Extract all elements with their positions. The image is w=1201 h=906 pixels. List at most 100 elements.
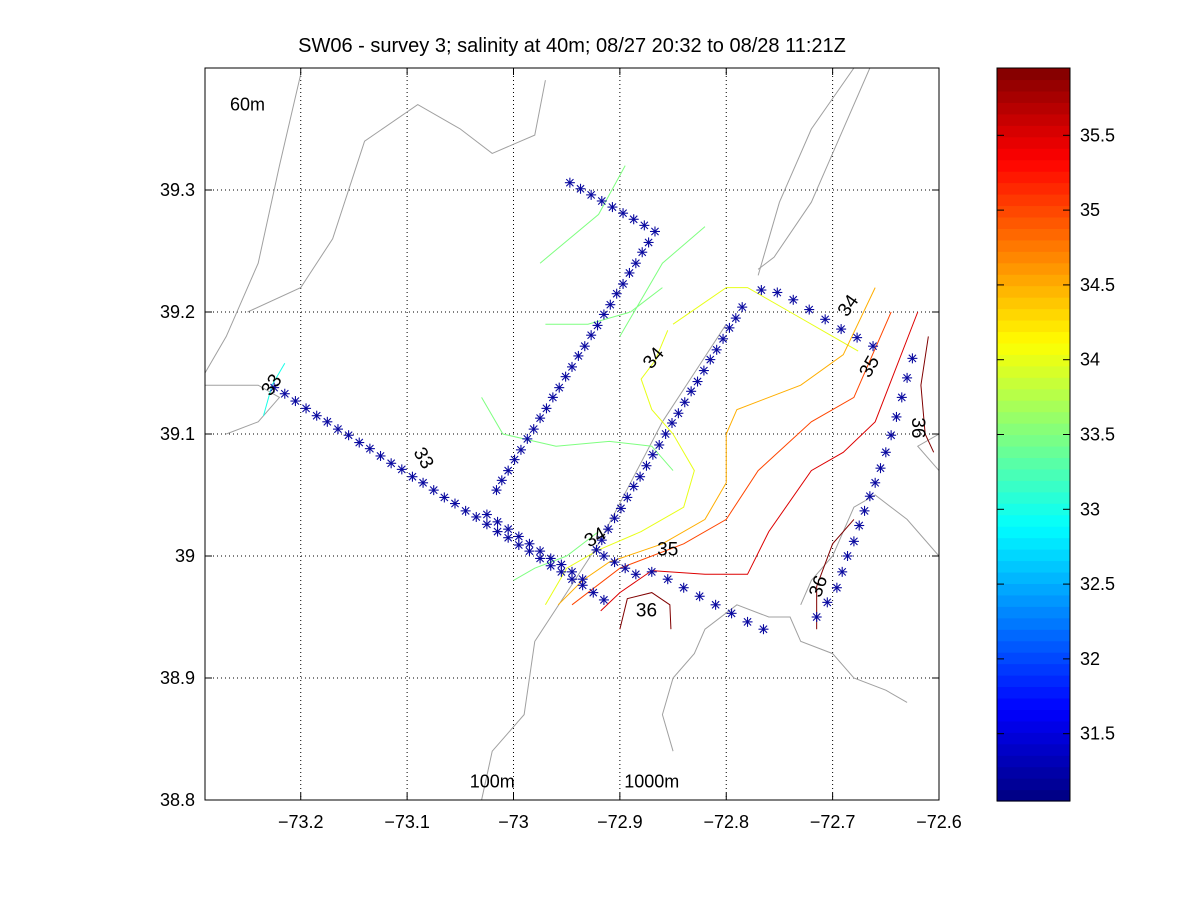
station-marker — [541, 403, 552, 414]
station-markers — [269, 177, 918, 635]
station-marker — [831, 582, 842, 593]
station-marker — [864, 491, 875, 502]
contour-label: 35 — [657, 539, 678, 560]
salinity-contour-line — [557, 287, 876, 606]
station-marker — [586, 189, 597, 200]
station-marker — [290, 396, 301, 407]
colorbar-swatch — [997, 377, 1070, 390]
colorbar-swatch — [997, 228, 1070, 241]
salinity-contour-line — [619, 226, 706, 337]
colorbar-swatch — [997, 434, 1070, 447]
salinity-contour-line — [600, 311, 919, 612]
colorbar-swatch — [997, 297, 1070, 310]
station-marker — [630, 258, 641, 269]
colorbar-swatch — [997, 239, 1070, 252]
colorbar-swatch — [997, 537, 1070, 550]
station-marker — [573, 350, 584, 361]
colorbar-swatch — [997, 675, 1070, 688]
station-marker — [643, 237, 654, 248]
station-marker — [711, 344, 722, 355]
station-marker — [503, 465, 514, 476]
station-marker — [354, 437, 365, 448]
isobath-line — [800, 494, 939, 605]
salinity-contours — [263, 165, 935, 630]
salinity-contour-line — [545, 287, 663, 325]
salinity-contour-line — [920, 336, 935, 453]
colorbar-swatch — [997, 503, 1070, 516]
x-tick-label: −72.6 — [916, 812, 962, 832]
station-marker — [609, 557, 620, 568]
station-marker — [686, 386, 697, 397]
colorbar-tick-label: 31.5 — [1080, 724, 1115, 744]
station-marker — [637, 247, 648, 258]
colorbar-swatch — [997, 755, 1070, 768]
colorbar-swatch — [997, 789, 1070, 802]
station-marker — [343, 430, 354, 441]
station-marker — [503, 524, 514, 535]
station-marker — [756, 285, 767, 296]
station-marker — [804, 304, 815, 315]
station-marker — [492, 516, 503, 527]
salinity-contour-line — [816, 519, 855, 630]
colorbar-swatch — [997, 526, 1070, 539]
station-marker — [891, 411, 902, 422]
y-tick-label: 38.8 — [160, 790, 195, 810]
station-marker — [496, 475, 507, 486]
station-marker — [503, 532, 514, 543]
colorbar-swatch — [997, 342, 1070, 355]
y-axis-ticks: 38.8 38.9 39 39.1 39.2 39.3 — [160, 180, 939, 810]
station-marker — [301, 403, 312, 414]
station-marker — [615, 503, 626, 514]
station-marker — [386, 458, 397, 469]
station-marker — [528, 424, 539, 435]
station-marker — [836, 324, 847, 335]
colorbar-swatch — [997, 663, 1070, 676]
station-marker — [705, 354, 716, 365]
colorbar-swatch — [997, 411, 1070, 424]
colorbar-tick-label: 32.5 — [1080, 574, 1115, 594]
colorbar-swatch — [997, 193, 1070, 207]
station-marker — [428, 485, 439, 496]
station-marker — [618, 208, 629, 219]
station-marker — [859, 505, 870, 516]
colorbar-swatch — [997, 68, 1070, 81]
colorbar-tick-label: 35.5 — [1080, 125, 1115, 145]
station-marker — [586, 330, 597, 341]
station-marker — [737, 302, 748, 313]
contour-label: 36 — [907, 417, 928, 438]
station-marker — [322, 416, 333, 427]
station-marker — [852, 332, 863, 343]
station-marker — [772, 287, 783, 298]
station-marker — [620, 563, 631, 574]
station-marker — [660, 429, 671, 439]
station-marker — [575, 183, 586, 194]
colorbar-swatch — [997, 216, 1070, 229]
colorbar-swatch — [997, 491, 1070, 504]
y-tick-label: 39 — [175, 546, 195, 566]
station-marker — [870, 477, 881, 488]
station-marker — [811, 612, 822, 622]
colorbar-swatch — [997, 617, 1070, 630]
isobath-line — [661, 604, 908, 752]
colorbar-swatch — [997, 560, 1070, 573]
colorbar-swatch — [997, 606, 1070, 619]
station-marker — [630, 569, 641, 580]
colorbar-swatch — [997, 549, 1070, 562]
station-marker — [567, 566, 577, 577]
colorbar-swatch — [997, 331, 1070, 344]
station-marker — [524, 538, 535, 549]
isobath-line — [757, 68, 871, 270]
colorbar-swatch — [997, 262, 1070, 275]
station-marker — [907, 353, 918, 364]
colorbar-tick-label: 33 — [1080, 499, 1100, 519]
station-marker — [522, 433, 533, 444]
station-marker — [628, 481, 639, 492]
station-marker — [622, 492, 633, 503]
colorbar-swatch — [997, 274, 1070, 287]
colorbar-tick-label: 34 — [1080, 350, 1100, 370]
colorbar-swatch — [997, 709, 1070, 722]
colorbar-tick-label: 34.5 — [1080, 275, 1115, 295]
colorbar-swatch — [997, 159, 1070, 172]
colorbar-swatch — [997, 697, 1070, 710]
